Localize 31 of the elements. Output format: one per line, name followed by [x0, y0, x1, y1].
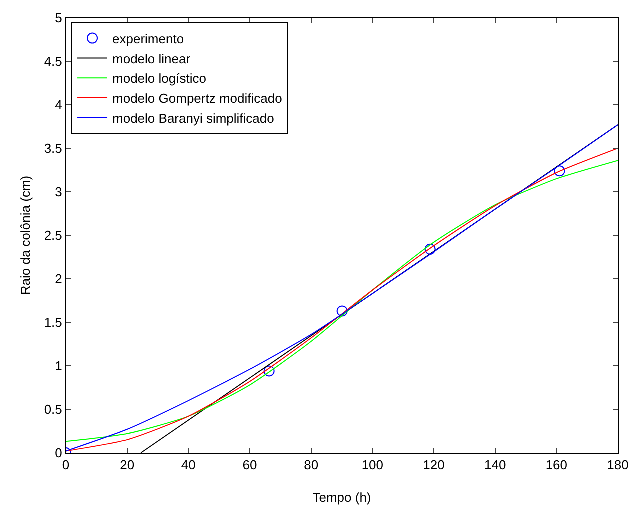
point [554, 166, 566, 177]
x-tick-label: 120 [423, 458, 445, 473]
legend-label: modelo linear [112, 51, 192, 66]
point [336, 306, 348, 317]
legend-label: modelo Gompertz modificado [112, 91, 282, 106]
legend-label: modelo Baranyi simplificado [112, 110, 274, 126]
x-tick-label: 40 [181, 458, 196, 473]
x-tick-label: 180 [607, 458, 629, 473]
x-tick-label: 60 [242, 458, 258, 473]
point [424, 244, 436, 255]
y-tick-label: 5 [55, 10, 62, 26]
x-tick-label: 20 [120, 458, 135, 473]
x-tick-label: 100 [362, 458, 384, 473]
y-tick-label: 1 [55, 358, 62, 374]
y-tick-label: 0.5 [44, 402, 62, 418]
x-tick-label: 80 [304, 458, 319, 473]
legend-label: modelo logístico [112, 71, 206, 86]
y-tick-label: 4.5 [44, 54, 62, 70]
y-axis-title: Raio da colônia (cm) [18, 176, 33, 296]
y-tick-label: 3 [55, 184, 62, 200]
y-tick-label: 4 [55, 98, 62, 113]
y-tick-label: 0 [55, 446, 62, 461]
y-tick-label: 1.5 [44, 315, 62, 330]
point [264, 366, 275, 377]
y-tick-label: 3.5 [44, 141, 62, 156]
legend-label: experimento [112, 31, 184, 46]
x-axis-title: Tempo (h) [312, 490, 372, 505]
y-tick-label: 2.5 [44, 228, 62, 244]
y-tick-label: 2 [55, 272, 62, 287]
x-tick-label: 160 [546, 458, 568, 473]
x-tick-label: 140 [484, 458, 506, 473]
